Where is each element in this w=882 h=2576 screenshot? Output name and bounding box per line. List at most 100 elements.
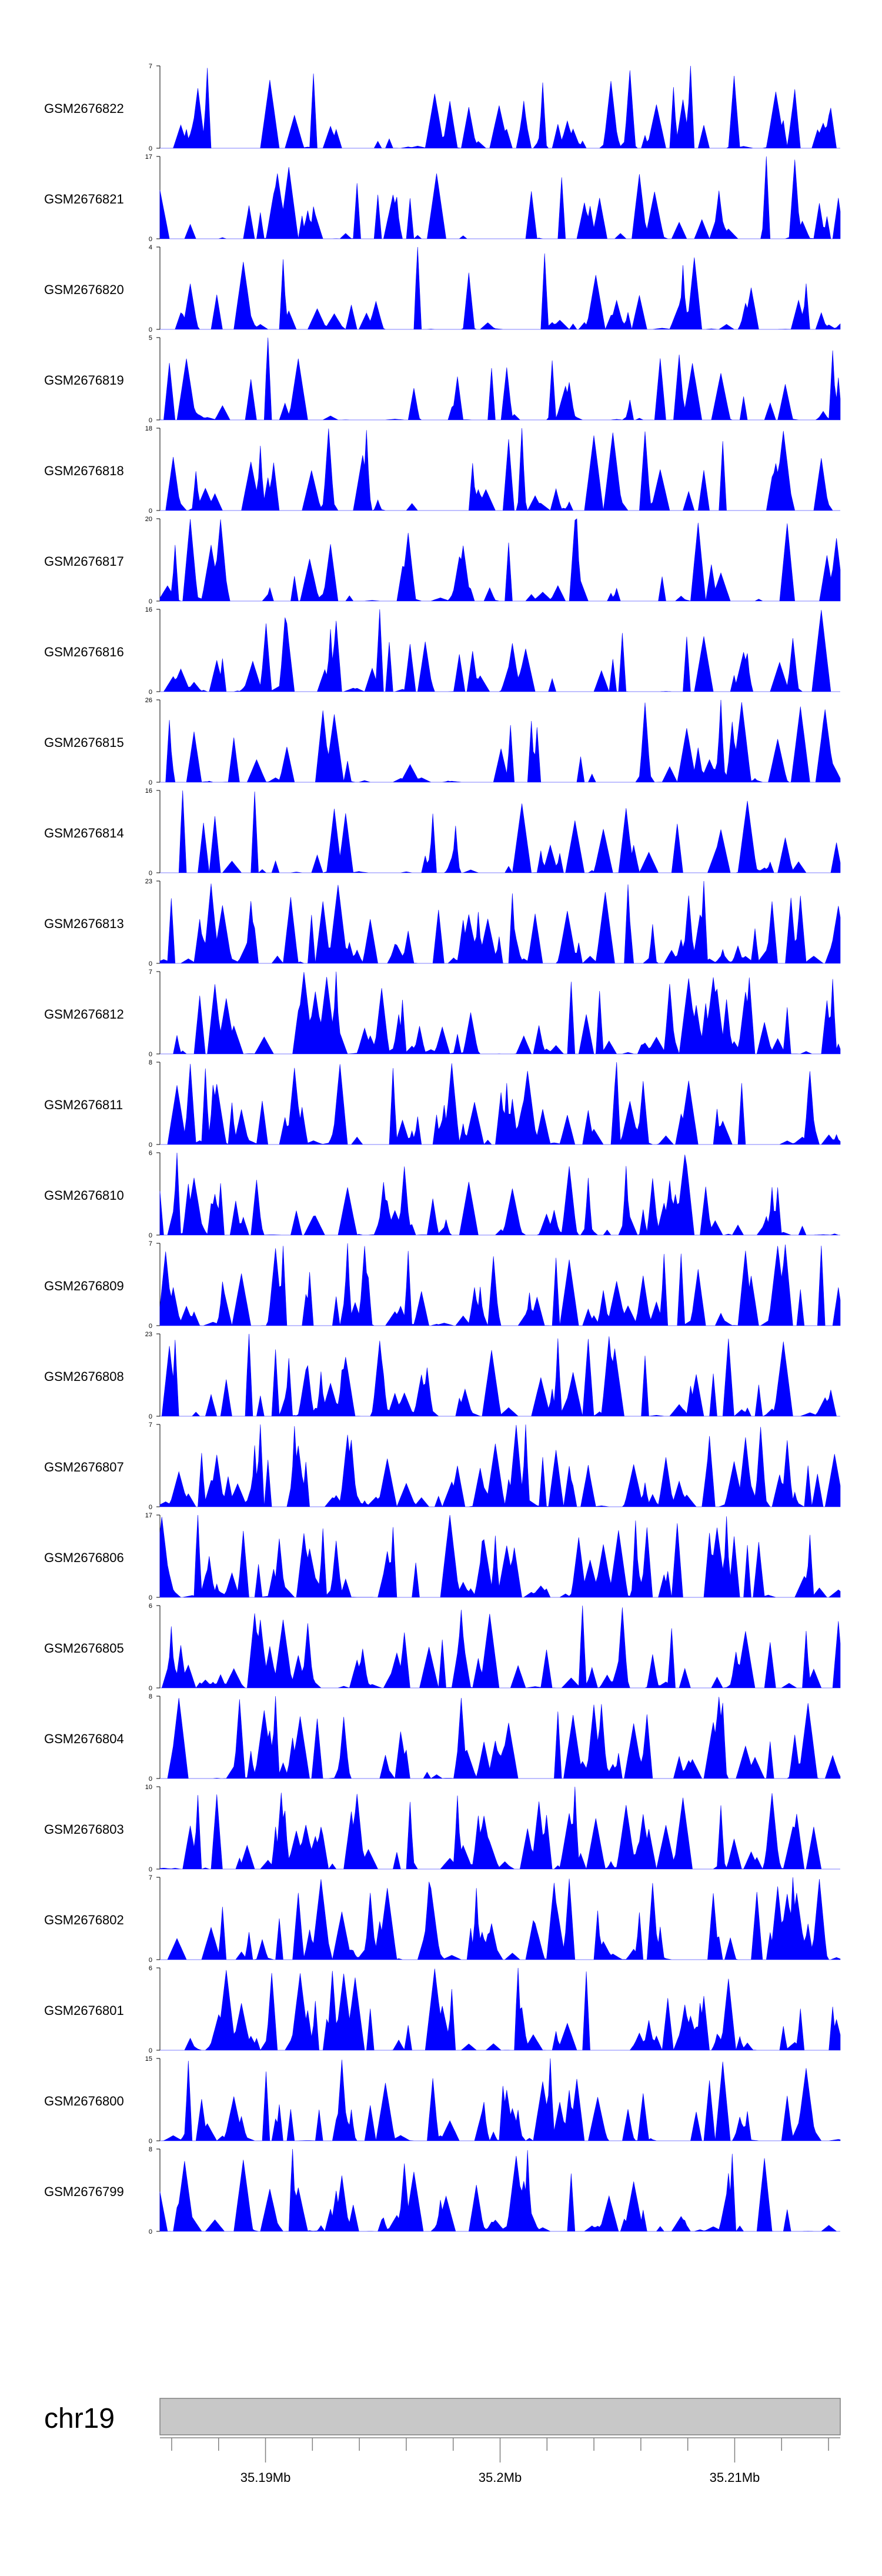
coverage-area	[159, 1424, 841, 1508]
y-min-label: 0	[149, 1685, 152, 1692]
y-max-label: 8	[149, 1059, 152, 1066]
y-min-label: 0	[149, 1051, 152, 1058]
coverage-area	[160, 1605, 841, 1689]
y-max-label: 16	[145, 788, 152, 795]
y-min-label: 0	[149, 417, 152, 424]
track-label: GSM2676811	[44, 1097, 123, 1112]
track-label: GSM2676819	[44, 373, 124, 388]
coverage-area	[160, 1967, 841, 2051]
track-label: GSM2676804	[44, 1731, 124, 1746]
track-label: GSM2676806	[44, 1550, 124, 1565]
track-GSM2676803: GSM2676803 10 0	[44, 1784, 840, 1873]
y-max-label: 18	[145, 425, 152, 432]
y-min-label: 0	[149, 960, 152, 967]
y-max-label: 8	[149, 2146, 152, 2153]
y-max-label: 23	[145, 878, 152, 885]
track-label: GSM2676821	[44, 192, 124, 206]
coverage-area	[160, 2058, 841, 2141]
y-max-label: 5	[149, 335, 152, 342]
track-label: GSM2676813	[44, 916, 124, 931]
y-max-label: 7	[149, 1874, 152, 1881]
coverage-area	[160, 1333, 840, 1417]
track-label: GSM2676817	[44, 554, 124, 569]
coverage-area	[159, 2148, 840, 2232]
y-min-label: 0	[149, 689, 152, 696]
coverage-area	[160, 246, 841, 331]
coverage-area	[159, 518, 841, 602]
coverage-tracks: GSM267682270GSM2676821170GSM267682040GSM…	[44, 63, 841, 2235]
track-label: GSM2676820	[44, 282, 124, 297]
x-tick-label: 35.21Mb	[710, 2470, 760, 2485]
y-max-label: 6	[149, 1150, 152, 1157]
y-min-label: 0	[149, 598, 152, 605]
track-GSM2676810: GSM2676810 6 0	[44, 1150, 840, 1239]
y-max-label: 17	[145, 154, 152, 161]
track-label: GSM2676801	[44, 2003, 124, 2018]
chromosome-label: chr19	[44, 2403, 115, 2434]
x-tick-label: 35.2Mb	[479, 2470, 522, 2485]
coverage-area	[160, 790, 841, 873]
coverage-area	[159, 880, 841, 964]
track-GSM2676817: GSM2676817 20 0	[44, 516, 841, 605]
y-max-label: 23	[145, 1331, 152, 1338]
y-max-label: 6	[149, 1603, 152, 1610]
chromosome-axis: chr19 35.19Mb 35.2Mb 35.21Mb	[44, 2398, 841, 2485]
track-label: GSM2676818	[44, 463, 124, 478]
y-min-label: 0	[149, 1142, 152, 1149]
track-label: GSM2676814	[44, 826, 124, 840]
y-min-label: 0	[149, 145, 152, 152]
track-GSM2676821: GSM2676821 17 0	[44, 154, 841, 243]
track-label: GSM2676812	[44, 1007, 124, 1022]
coverage-area	[159, 337, 841, 421]
coverage-area	[160, 65, 840, 149]
y-min-label: 0	[149, 2138, 152, 2145]
coverage-area	[160, 971, 841, 1055]
y-min-label: 0	[149, 870, 152, 877]
genomic-coordinate-axis: 35.19Mb 35.2Mb 35.21Mb	[160, 2437, 840, 2485]
y-min-label: 0	[149, 1504, 152, 1511]
track-GSM2676809: GSM2676809 7 0	[44, 1240, 841, 1330]
track-GSM2676805: GSM2676805 6 0	[44, 1603, 841, 1692]
coverage-area	[159, 1152, 840, 1236]
track-GSM2676808: GSM2676808 23 0	[44, 1331, 840, 1420]
y-min-label: 0	[149, 2228, 152, 2235]
y-min-label: 0	[149, 1323, 152, 1330]
y-min-label: 0	[149, 1957, 152, 1964]
track-GSM2676807: GSM2676807 7 0	[44, 1422, 841, 1511]
coverage-area	[159, 1786, 840, 1870]
coverage-area	[160, 1877, 841, 1960]
track-label: GSM2676809	[44, 1279, 124, 1293]
track-label: GSM2676815	[44, 735, 124, 750]
y-max-label: 7	[149, 1240, 152, 1247]
y-max-label: 10	[145, 1784, 152, 1791]
coverage-area	[159, 156, 841, 239]
track-label: GSM2676807	[44, 1460, 124, 1474]
y-max-label: 7	[149, 969, 152, 976]
coverage-area	[159, 1514, 841, 1598]
coverage-area	[160, 1062, 841, 1145]
track-GSM2676822: GSM2676822 7 0	[44, 63, 840, 152]
x-tick-label: 35.19Mb	[240, 2470, 291, 2485]
track-GSM2676804: GSM2676804 8 0	[44, 1693, 841, 1783]
y-max-label: 4	[149, 244, 152, 251]
y-max-label: 17	[145, 1512, 152, 1519]
y-max-label: 7	[149, 1422, 152, 1429]
track-label: GSM2676816	[44, 645, 124, 659]
track-GSM2676819: GSM2676819 5 0	[44, 335, 841, 424]
y-min-label: 0	[149, 1776, 152, 1783]
y-min-label: 0	[149, 1413, 152, 1420]
coverage-area	[159, 1243, 841, 1326]
track-GSM2676806: GSM2676806 17 0	[44, 1512, 841, 1601]
track-GSM2676801: GSM2676801 6 0	[44, 1965, 841, 2054]
track-GSM2676802: GSM2676802 7 0	[44, 1874, 841, 1964]
y-max-label: 6	[149, 1965, 152, 1972]
y-min-label: 0	[149, 326, 152, 333]
track-label: GSM2676800	[44, 2094, 124, 2108]
track-label: GSM2676805	[44, 1641, 124, 1656]
track-GSM2676811: GSM2676811 8 0	[44, 1059, 841, 1149]
track-GSM2676820: GSM2676820 4 0	[44, 244, 841, 333]
coverage-area	[160, 428, 840, 511]
y-max-label: 20	[145, 516, 152, 523]
coverage-area	[160, 1696, 841, 1779]
